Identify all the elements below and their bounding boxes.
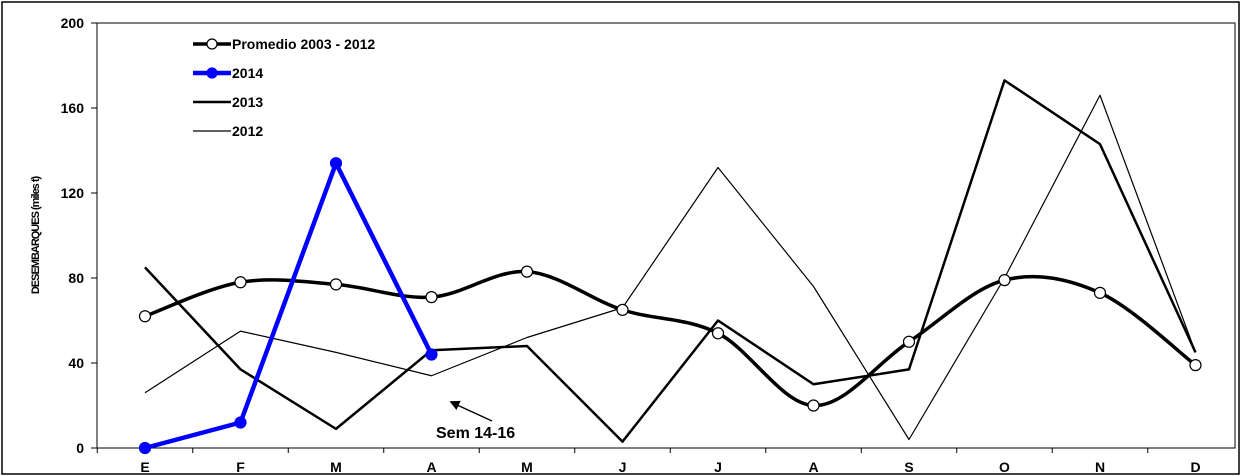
annotations: Sem 14-16 [436, 400, 515, 442]
x-tick-label: O [999, 459, 1010, 475]
y-tick-label: 80 [68, 270, 84, 286]
legend-item: 2013 [193, 94, 263, 110]
legend-label: Promedio 2003 - 2012 [232, 36, 375, 52]
y-tick-label: 40 [68, 355, 84, 371]
x-tick-label: M [330, 459, 342, 475]
x-tick-label: M [521, 459, 533, 475]
annotation: Sem 14-16 [436, 400, 515, 442]
x-tick-label: A [808, 459, 818, 475]
annotation-arrowhead [449, 400, 461, 410]
series-layer [138, 79, 1202, 455]
x-tick-label: J [714, 459, 722, 475]
annotation-arrow [455, 403, 493, 422]
data-point [520, 265, 534, 278]
data-point [902, 335, 916, 348]
data-point [329, 278, 343, 291]
series-promedio-2003-2012 [138, 265, 1202, 412]
legend-marker [206, 38, 218, 50]
data-point [138, 441, 152, 455]
series-line [144, 94, 1197, 441]
legend: Promedio 2003 - 2012 2014 2013 2012 [193, 36, 375, 139]
series-2012 [144, 94, 1197, 441]
data-point [616, 303, 629, 316]
x-tick-label: E [140, 459, 149, 475]
x-tick-label: F [236, 459, 245, 475]
data-point [711, 327, 725, 340]
x-tick-label: D [1190, 459, 1200, 475]
legend-label: 2014 [232, 65, 263, 81]
data-point [329, 157, 343, 170]
legend-marker [206, 67, 218, 79]
legend-label: 2013 [232, 94, 263, 110]
data-point [234, 416, 247, 429]
y-tick-label: 120 [61, 185, 85, 201]
y-tick-label: 200 [61, 15, 85, 31]
data-point [807, 399, 820, 412]
x-tick-label: N [1095, 459, 1105, 475]
series-2013 [144, 79, 1197, 443]
data-point [1093, 286, 1107, 299]
legend-item: 2012 [193, 123, 263, 139]
series-2014 [138, 157, 438, 455]
legend-item: 2014 [193, 65, 263, 81]
y-axis-label: DESEMBARQUES (miles t) [30, 175, 42, 294]
data-point [425, 348, 438, 361]
series-line [144, 161, 434, 451]
legend-label: 2012 [232, 123, 263, 139]
x-tick-label: J [619, 459, 627, 475]
x-tick-label: S [904, 459, 913, 475]
y-tick-label: 160 [61, 100, 85, 116]
data-point [234, 276, 247, 289]
data-point [998, 274, 1011, 287]
legend-item: Promedio 2003 - 2012 [193, 36, 375, 52]
series-line [144, 79, 1197, 443]
axes: 0 40 80 120 160 200 E F M A M J J A S O N D DESEMBARQUES (… [30, 15, 1236, 475]
x-tick-label: A [426, 459, 436, 475]
annotation-text: Sem 14-16 [436, 425, 515, 442]
plot-frame [96, 22, 1236, 449]
data-point [138, 310, 152, 323]
y-tick-label: 0 [76, 440, 84, 456]
data-point [1189, 359, 1202, 372]
data-point [425, 291, 438, 304]
